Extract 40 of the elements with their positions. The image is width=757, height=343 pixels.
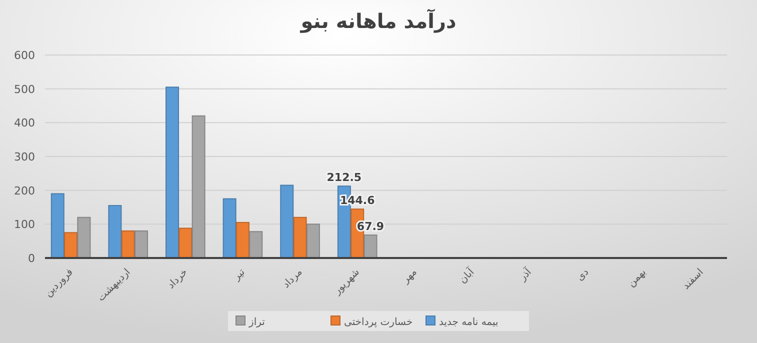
bar — [306, 224, 320, 258]
data-label: 212.5 — [326, 171, 362, 184]
bar — [108, 205, 122, 258]
x-tick-label: شهریور — [331, 266, 362, 298]
bar — [178, 228, 192, 258]
bar — [134, 230, 148, 258]
x-tick-label: مهر — [400, 266, 420, 286]
bar — [364, 234, 378, 258]
bar — [64, 232, 78, 258]
bar — [236, 222, 250, 258]
x-tick-label: دی — [574, 266, 592, 284]
bar — [280, 184, 294, 258]
bar — [121, 230, 135, 258]
y-tick-label: 100 — [14, 218, 35, 232]
x-tick-label: مرداد — [280, 266, 305, 291]
bar — [293, 216, 307, 258]
x-tick-label: اسفند — [680, 266, 706, 292]
bar — [222, 198, 236, 258]
bar — [77, 216, 91, 258]
bar — [192, 115, 206, 258]
x-tick-label: آبان — [456, 264, 478, 286]
y-tick-label: 500 — [14, 82, 35, 96]
y-tick-label: 300 — [14, 150, 35, 164]
legend-label: خسارت پرداختی — [344, 317, 413, 328]
legend-label: بیمه نامه جدید — [439, 317, 498, 328]
legend-label: تراز — [248, 317, 266, 328]
chart-title: درآمد ماهانه بنو — [300, 8, 456, 33]
x-tick-label: اردیبهشت — [96, 266, 133, 304]
bar — [249, 231, 263, 258]
y-tick-label: 200 — [14, 184, 35, 198]
bar — [166, 86, 180, 258]
y-tick-label: 0 — [28, 252, 35, 265]
y-tick-label: 400 — [14, 116, 35, 130]
x-tick-label: خرداد — [166, 266, 190, 292]
x-tick-label: بهمن — [626, 266, 648, 290]
bar — [50, 193, 64, 258]
x-tick-label: فروردین — [42, 266, 76, 300]
x-tick-label: تیر — [230, 266, 248, 284]
x-tick-label: آذر — [515, 264, 535, 284]
y-tick-label: 600 — [14, 49, 35, 62]
